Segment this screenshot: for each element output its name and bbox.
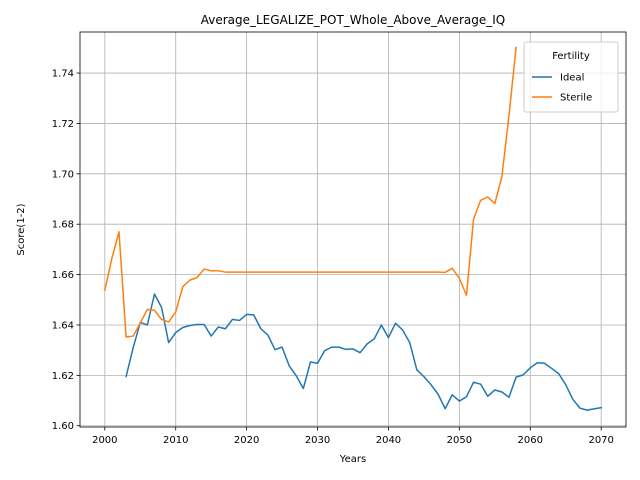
series-line-sterile	[103, 46, 517, 338]
y-tick-label: 1.72	[52, 119, 74, 130]
series-lines	[103, 46, 603, 411]
y-tick-label: 1.74	[52, 69, 74, 80]
series-line-ideal	[125, 293, 603, 411]
y-tick-label: 1.68	[52, 220, 74, 231]
x-tick-label: 2070	[588, 435, 613, 446]
y-tick-label: 1.60	[52, 421, 74, 432]
axis-ticks: 2000 2010 2020 2030 2040 2050 2060 2070 1.60 1.62…	[52, 69, 614, 446]
y-tick-label: 1.62	[52, 371, 74, 382]
plot-frame	[79, 31, 627, 428]
legend-box	[523, 41, 619, 113]
chart-title: Average_LEGALIZE_POT_Whole_Above_Average…	[201, 13, 506, 27]
y-tick-label: 1.66	[52, 270, 74, 281]
x-tick-label: 2040	[376, 435, 401, 446]
x-tick-label: 2020	[234, 435, 259, 446]
y-tick-label: 1.70	[52, 169, 74, 180]
x-tick-label: 2060	[518, 435, 543, 446]
legend: Fertility Ideal Sterile	[523, 41, 619, 113]
x-tick-label: 2050	[447, 435, 472, 446]
legend-title: Fertility	[552, 51, 590, 62]
x-tick-label: 2000	[92, 435, 117, 446]
y-tick-label: 1.64	[52, 320, 74, 331]
x-axis-label: Years	[339, 454, 366, 465]
legend-label-ideal: Ideal	[560, 73, 584, 84]
y-axis-label: Score(1-2)	[16, 203, 27, 255]
legend-label-sterile: Sterile	[560, 93, 592, 104]
x-tick-label: 2010	[163, 435, 188, 446]
legend-items: Ideal Sterile	[532, 73, 592, 104]
x-tick-label: 2030	[305, 435, 330, 446]
